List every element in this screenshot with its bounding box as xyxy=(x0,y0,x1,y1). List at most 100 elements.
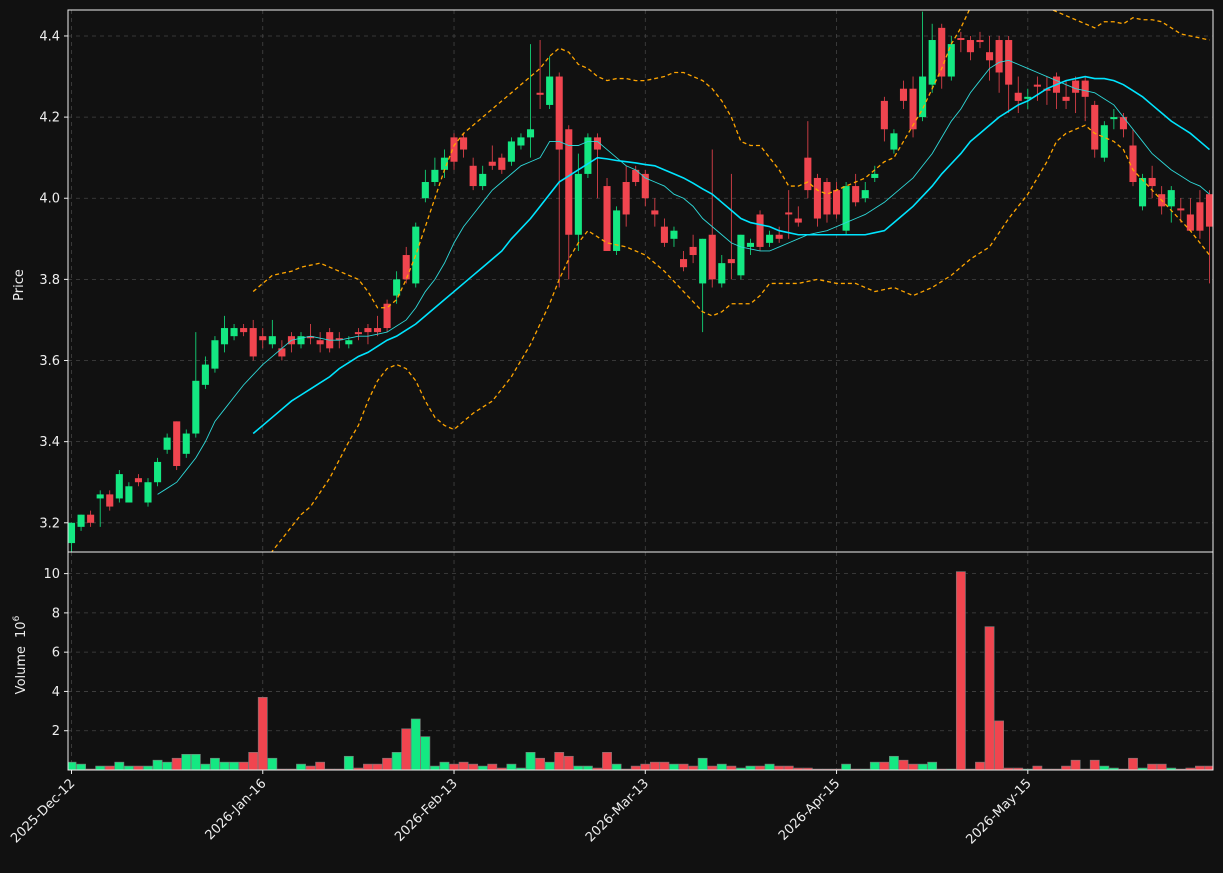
candle-body xyxy=(823,182,831,215)
volume-bar xyxy=(343,755,354,770)
candle-body xyxy=(756,214,764,247)
volume-bar xyxy=(68,761,77,770)
candle-body xyxy=(1167,190,1175,207)
volume-bar xyxy=(994,720,1005,770)
volume-bar xyxy=(889,755,899,770)
candle-body xyxy=(1186,214,1194,231)
volume-bar xyxy=(1070,759,1081,770)
candle-body xyxy=(115,474,123,499)
volume-bar xyxy=(583,765,593,770)
candle-body xyxy=(278,348,286,357)
candle-body xyxy=(498,157,506,170)
y-tick-label: 3.6 xyxy=(39,354,60,369)
volume-bar xyxy=(697,757,708,770)
candle-body xyxy=(1024,96,1032,99)
candle-body xyxy=(593,137,602,150)
candle-body xyxy=(966,40,974,53)
candle-body xyxy=(727,259,735,264)
candle-body xyxy=(87,514,95,523)
volume-bar xyxy=(257,697,268,770)
candle-body xyxy=(622,182,630,215)
candle-body xyxy=(660,226,668,243)
volume-bar xyxy=(200,763,211,770)
volume-bar xyxy=(104,765,115,770)
candle-body xyxy=(479,173,487,187)
candle-body xyxy=(125,486,133,503)
volume-bar xyxy=(315,761,326,770)
candle-body xyxy=(220,328,229,345)
volume-bar xyxy=(1032,765,1043,770)
candle-body xyxy=(603,186,611,251)
candle-body xyxy=(555,76,563,150)
y-offset-exponent: 6 xyxy=(12,615,22,621)
volume-bar xyxy=(975,761,985,770)
volume-bar xyxy=(439,761,450,770)
candle-body xyxy=(1205,194,1213,227)
volume-bar xyxy=(210,757,220,770)
volume-bar xyxy=(1147,763,1158,770)
volume-bar xyxy=(410,718,421,770)
volume-bar xyxy=(783,765,794,770)
candle-body xyxy=(230,328,238,337)
volume-bar xyxy=(764,763,775,770)
volume-bar xyxy=(420,736,431,770)
volume-bar xyxy=(162,761,173,770)
volume-bar xyxy=(1089,759,1100,770)
candle-body xyxy=(938,27,946,77)
candle-body xyxy=(957,37,965,41)
candle-body xyxy=(890,133,898,150)
candle-body xyxy=(804,157,812,191)
volume-bar xyxy=(248,752,259,770)
volume-bar xyxy=(544,761,555,770)
volume-bar xyxy=(554,752,565,770)
candle-body xyxy=(651,210,659,215)
volume-bar xyxy=(955,571,966,770)
volume-bar xyxy=(659,761,670,770)
candle-body xyxy=(699,238,707,284)
indicator-line xyxy=(252,10,1210,309)
y-axis-label: Volume 106 xyxy=(12,615,29,694)
candle-body xyxy=(412,226,420,284)
candle-body xyxy=(259,336,267,341)
candle-body xyxy=(440,157,448,170)
volume-bar xyxy=(267,757,278,770)
candle-body xyxy=(1014,92,1022,101)
volume-bar xyxy=(95,765,106,770)
volume-bar xyxy=(908,763,918,770)
candle-body xyxy=(861,190,869,199)
volume-bar xyxy=(602,752,612,770)
candle-body xyxy=(335,338,343,341)
candle-body xyxy=(154,461,162,483)
candle-body xyxy=(976,40,984,43)
x-tick-label: 2026-Feb-13 xyxy=(392,776,461,845)
candle-body xyxy=(201,364,209,385)
candle-body xyxy=(211,340,219,369)
indicator-line xyxy=(157,59,1210,495)
candle-body xyxy=(947,44,955,77)
y-tick-label: 3.8 xyxy=(39,273,60,288)
candle-body xyxy=(192,380,200,434)
volume-bar xyxy=(1099,765,1110,770)
candle-body xyxy=(1100,125,1108,158)
x-tick-label: 2025-Dec-12 xyxy=(8,776,78,846)
candle-body xyxy=(373,328,382,333)
volume-bar xyxy=(190,753,201,770)
candle-body xyxy=(364,328,372,333)
volume-bar xyxy=(305,765,316,770)
candle-body xyxy=(899,88,908,101)
candle-body xyxy=(249,328,257,357)
volume-bar xyxy=(468,763,479,770)
volume-bar xyxy=(707,765,718,770)
candle-body xyxy=(909,88,917,130)
x-tick-label: 2026-Mar-13 xyxy=(583,776,652,845)
volume-bar xyxy=(630,765,641,770)
price-frame xyxy=(67,9,1214,553)
candle-body xyxy=(1129,145,1137,183)
candle-body xyxy=(995,40,1003,73)
candle-body xyxy=(68,522,76,544)
volume-bar xyxy=(688,765,698,770)
candle-body xyxy=(1119,117,1127,130)
volume-bar xyxy=(869,761,880,770)
candle-body xyxy=(134,478,142,483)
